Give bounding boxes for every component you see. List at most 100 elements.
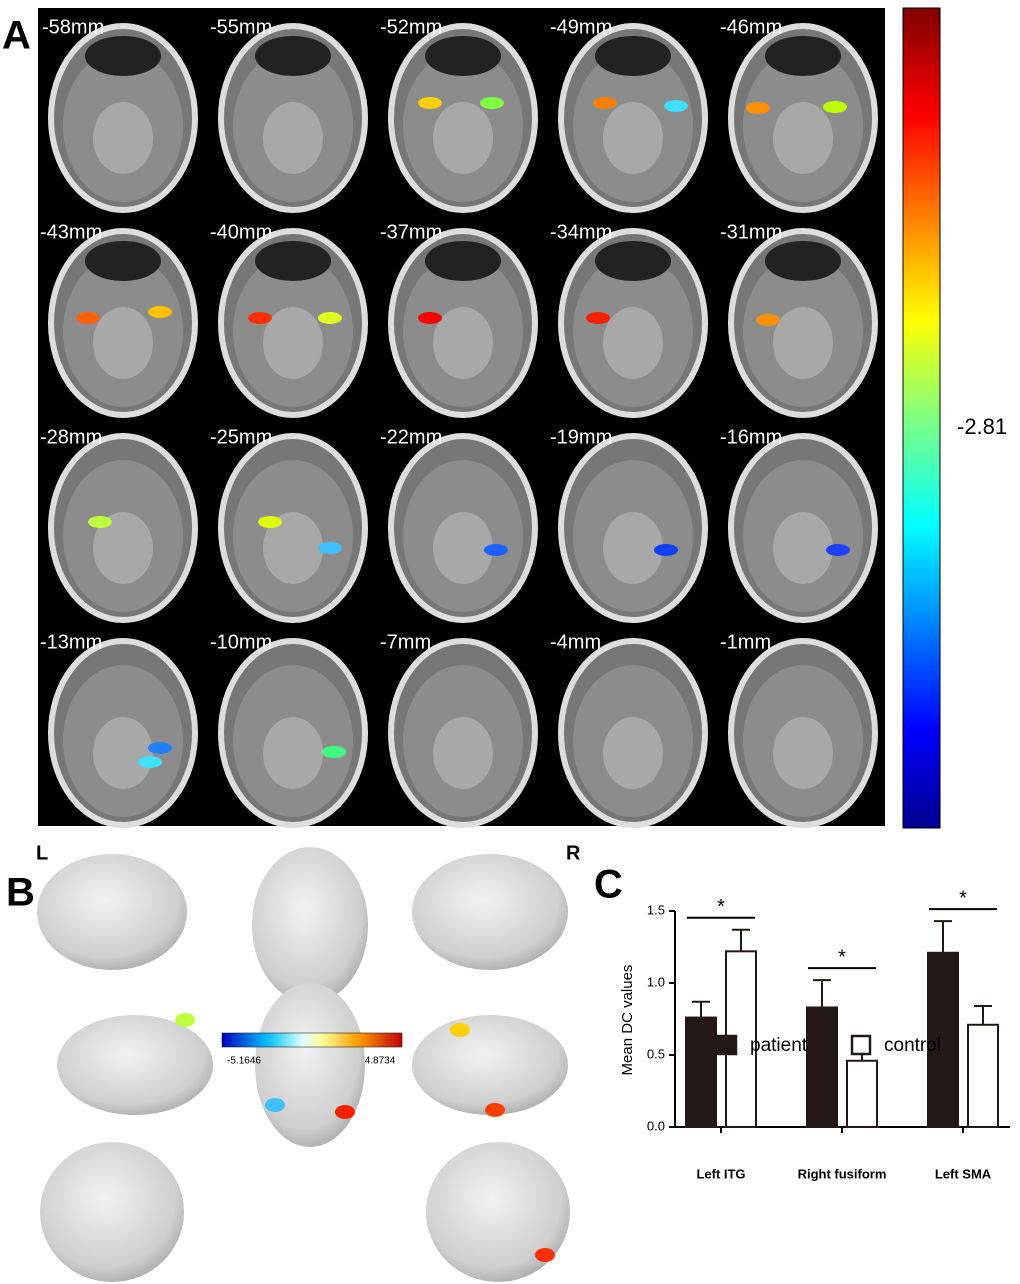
brain-surface	[37, 854, 187, 970]
activation-blob	[265, 1098, 285, 1112]
colorbar-b	[221, 1032, 403, 1048]
slice-label: -37mm	[380, 221, 442, 243]
brain-core	[93, 307, 153, 379]
slice-grid: -58mm -55mm -52mm -49mm -46mm -43mm -40mm -37mm…	[40, 16, 878, 828]
panel-label: C	[594, 863, 623, 907]
surface-renderings	[37, 847, 570, 1282]
activation-blob	[248, 312, 272, 324]
brain-core	[263, 307, 323, 379]
orbit	[425, 36, 501, 76]
brain-core	[433, 717, 493, 789]
activation-blob	[318, 312, 342, 324]
brain-surface	[57, 1015, 213, 1115]
slice-label: -16mm	[720, 426, 782, 448]
colorbar-a	[902, 7, 941, 829]
brain-surface	[255, 983, 365, 1147]
activation-blob	[322, 746, 346, 758]
brain-core	[433, 307, 493, 379]
activation-blob	[175, 1013, 195, 1027]
orbit	[255, 36, 331, 76]
slice-label: -34mm	[550, 221, 612, 243]
brain-core	[773, 717, 833, 789]
brain-core	[263, 512, 323, 584]
slice-label: -31mm	[720, 221, 782, 243]
x-tick-label: Left ITG	[696, 1166, 745, 1181]
activation-blob	[148, 742, 172, 754]
bar	[685, 1016, 717, 1128]
orbit	[425, 241, 501, 281]
legend-swatch	[850, 1034, 872, 1056]
brain-core	[263, 102, 323, 174]
legend-label: control	[884, 1035, 941, 1056]
brain-core	[603, 717, 663, 789]
orbit	[255, 241, 331, 281]
significance-mark: *	[717, 896, 725, 918]
activation-blob	[88, 516, 112, 528]
slice-label: -10mm	[210, 631, 272, 653]
x-tick-label: Left SMA	[935, 1166, 992, 1181]
y-tick-label: 1.0	[647, 974, 665, 989]
error-bar	[934, 920, 952, 953]
activation-blob	[484, 544, 508, 556]
orbit	[765, 241, 841, 281]
brain-core	[603, 102, 663, 174]
activation-blob	[258, 516, 282, 528]
slice-label: -4mm	[550, 631, 601, 653]
activation-blob	[418, 312, 442, 324]
brain-core	[773, 102, 833, 174]
y-tick-label: 0.0	[647, 1118, 665, 1133]
activation-blob	[756, 314, 780, 326]
y-tick-label: 1.5	[647, 902, 665, 917]
activation-blob	[485, 1103, 505, 1117]
brain-core	[433, 102, 493, 174]
colorbar-b-min: -5.1646	[227, 1056, 261, 1067]
slice-label: -40mm	[210, 221, 272, 243]
side-label: R	[566, 842, 581, 864]
y-tick-label: 0.5	[647, 1046, 665, 1061]
brain-core	[93, 102, 153, 174]
brain-core	[263, 717, 323, 789]
activation-blob	[318, 542, 342, 554]
brain-surface	[40, 1142, 184, 1282]
slice-label: -1mm	[720, 631, 771, 653]
activation-blob	[335, 1105, 355, 1119]
slice-label: -55mm	[210, 16, 272, 38]
panel-label: B	[6, 871, 35, 915]
brain-core	[93, 512, 153, 584]
significance-mark: *	[959, 887, 967, 909]
bar	[967, 1023, 999, 1129]
colorbar-b-max: 4.8734	[365, 1056, 396, 1067]
brain-core	[603, 307, 663, 379]
brain-core	[603, 512, 663, 584]
bar-chart: Mean DC values 0.0 0.5 1.0 1.5 Left ITG * Righ…	[619, 887, 1010, 1181]
legend-swatch	[716, 1034, 738, 1056]
activation-blob	[823, 101, 847, 113]
x-tick-label: Right fusiform	[798, 1166, 887, 1181]
bar	[806, 1006, 838, 1128]
slice-label: -46mm	[720, 16, 782, 38]
slice-label: -43mm	[40, 221, 102, 243]
slice-label: -58mm	[42, 16, 104, 38]
activation-blob	[654, 544, 678, 556]
activation-blob	[586, 312, 610, 324]
brain-core	[773, 512, 833, 584]
orbit	[595, 241, 671, 281]
activation-blob	[480, 97, 504, 109]
slice-label: -7mm	[380, 631, 431, 653]
activation-blob	[664, 100, 688, 112]
significance-mark: *	[838, 946, 846, 968]
brain-surface	[412, 854, 568, 970]
orbit	[85, 36, 161, 76]
side-label: L	[36, 842, 48, 864]
activation-blob	[535, 1248, 555, 1262]
error-bar	[732, 928, 750, 952]
brain-core	[773, 307, 833, 379]
colorbar-a-label: -2.81	[957, 414, 1007, 439]
panel-label: A	[2, 14, 31, 58]
activation-blob	[746, 102, 770, 114]
y-axis-label: Mean DC values	[619, 965, 636, 1076]
error-bar	[974, 1005, 992, 1025]
brain-surface	[412, 1015, 568, 1115]
